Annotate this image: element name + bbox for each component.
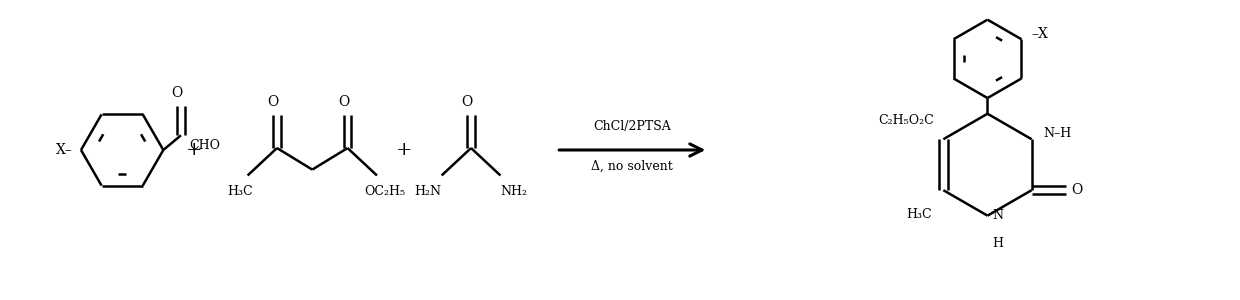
Text: O: O [461, 95, 472, 109]
Text: NH₂: NH₂ [501, 185, 528, 198]
Text: N: N [992, 209, 1003, 222]
Text: ChCl/2PTSA: ChCl/2PTSA [594, 120, 671, 133]
Text: OC₂H₅: OC₂H₅ [365, 185, 405, 198]
Text: N–H: N–H [1043, 127, 1071, 140]
Text: H: H [992, 237, 1003, 250]
Text: H₂N: H₂N [414, 185, 441, 198]
Text: H₃C: H₃C [906, 208, 931, 221]
Text: +: + [396, 141, 413, 159]
Text: Δ, no solvent: Δ, no solvent [591, 160, 673, 173]
Text: C₂H₅O₂C: C₂H₅O₂C [878, 115, 934, 128]
Text: X–: X– [56, 143, 73, 157]
Text: –X: –X [1032, 27, 1048, 41]
Text: O: O [339, 95, 350, 109]
Text: O: O [268, 95, 279, 109]
Text: H₃C: H₃C [227, 185, 253, 198]
Text: +: + [186, 141, 202, 159]
Text: CHO: CHO [188, 139, 219, 152]
Text: O: O [1071, 183, 1083, 197]
Text: O: O [171, 86, 182, 100]
